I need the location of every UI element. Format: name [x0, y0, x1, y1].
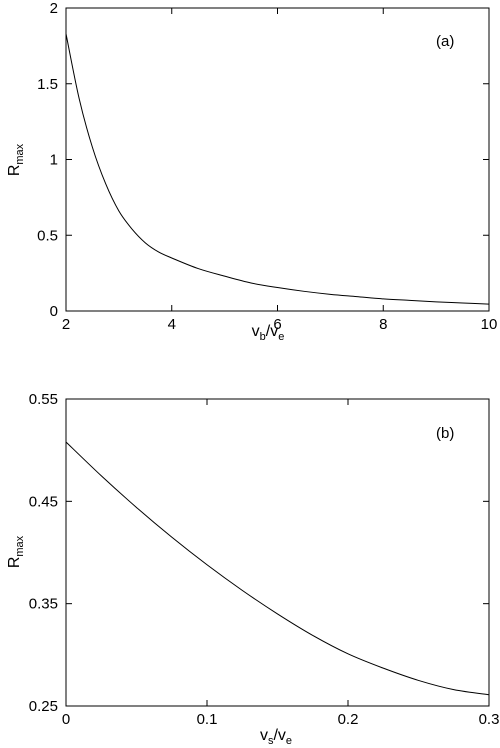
panel-a-marks	[65, 33, 490, 305]
panel-a-ytick-label-3: 1.5	[37, 76, 58, 93]
panel-b-frame	[65, 398, 490, 707]
panel-a-xlabel-main1: v	[252, 323, 260, 340]
panel-b-ytick-label-0: 0.25	[29, 698, 58, 715]
panel-a-xlabel-sub1: b	[260, 331, 266, 343]
panel-a-tag: (a)	[436, 33, 454, 50]
panel-a-frame	[65, 7, 490, 312]
panel-b-xlabel-sub1: s	[268, 735, 274, 747]
panel-a-ylabel-sub: max	[14, 143, 26, 164]
panel-a-ytick-label-4: 2	[50, 0, 58, 17]
panel-b-xlabel: vs/ve	[260, 727, 292, 747]
panel-b-ytick-label-3: 0.55	[29, 391, 58, 408]
panel-b-ytick-label-2: 0.45	[29, 493, 58, 510]
panel-b-ytick-label-1: 0.35	[29, 596, 58, 613]
panel-b-xlabel-sub2: e	[286, 735, 292, 747]
panel-a-xlabel: vb/ve	[252, 323, 285, 343]
panel-b-ylabel-sub: max	[14, 535, 26, 556]
panel-b-ylabel: Rmax	[6, 535, 26, 568]
panel-a-xlabel-sub2: e	[278, 331, 284, 343]
panel-a-ylabel-main: R	[6, 165, 23, 177]
panel-b-xtick-label-2: 0.2	[338, 711, 359, 728]
panel-a-ytick-label-1: 0.5	[37, 227, 58, 244]
panel-a-series-line-0	[65, 33, 490, 305]
panel-b-series-line-0	[65, 441, 490, 696]
panel-b-xlabel-sep: /v	[273, 727, 285, 744]
panel-b-tag: (b)	[436, 425, 454, 442]
panel-b-ylabel-main: R	[6, 557, 23, 569]
panel-b-xtick-label-1: 0.1	[197, 711, 218, 728]
panel-a-ytick-label-0: 0	[50, 303, 58, 320]
panel-b-ticks: 0 0.1 0.2 0.3 0.25 0.35 0.45 0.55	[29, 391, 500, 728]
panel-b-marks	[65, 441, 490, 696]
panel-b-xtick-label-0: 0	[62, 711, 70, 728]
panel-a-xtick-label-3: 8	[379, 316, 387, 333]
panel-a-xtick-label-2: 6	[273, 316, 281, 333]
panel-b-xtick-label-3: 0.3	[479, 711, 500, 728]
panel-b-xlabel-main1: v	[260, 727, 268, 744]
panel-a-xlabel-sep: /v	[266, 323, 278, 340]
panel-b: 0 0.1 0.2 0.3 0.25 0.35 0.45 0.55 (b) vs/ve Rma…	[6, 391, 499, 747]
panel-a-ylabel: Rmax	[6, 143, 26, 176]
panel-a-xtick-label-1: 4	[168, 316, 176, 333]
panel-a: 2 4 6 8 10 0 0.5 1 1.5 2 (a) vb/ve Rmax	[6, 0, 497, 343]
panel-a-ytick-label-2: 1	[50, 152, 58, 169]
panel-a-xtick-label-0: 2	[62, 316, 70, 333]
panel-a-ticks: 2 4 6 8 10 0 0.5 1 1.5 2	[37, 0, 497, 333]
panel-a-xtick-label-4: 10	[481, 316, 498, 333]
